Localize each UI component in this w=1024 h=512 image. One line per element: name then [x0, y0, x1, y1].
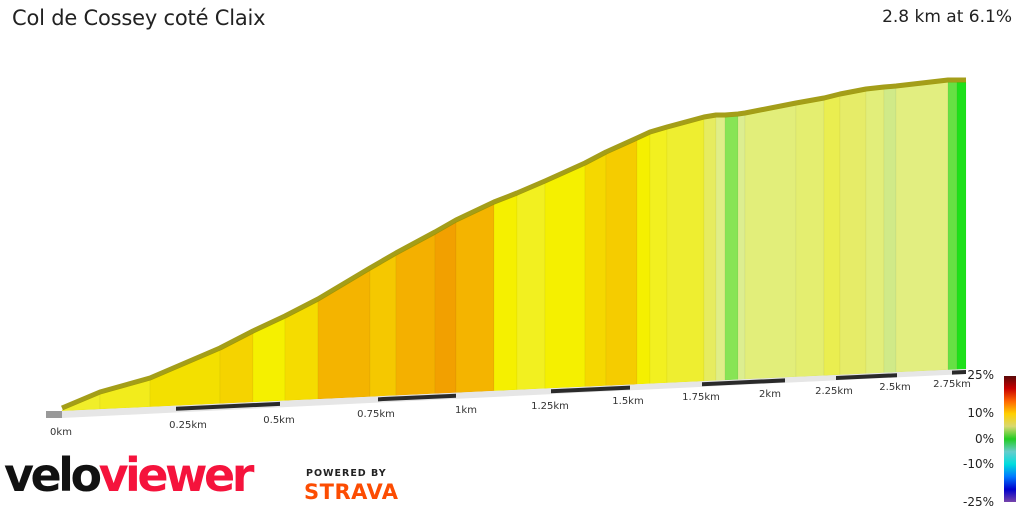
gradient-segment: [666, 118, 705, 384]
gradient-segment: [516, 182, 546, 391]
gradient-segment: [584, 153, 607, 388]
legend-label-10: 10%: [967, 406, 994, 420]
strava-logo[interactable]: STRAVA: [304, 480, 399, 504]
climb-summary: 2.8 km at 6.1%: [882, 7, 1012, 27]
start-cap: [46, 411, 62, 418]
gradient-segment: [605, 139, 638, 387]
gradient-segment: [823, 95, 841, 376]
legend-label-25: 25%: [967, 368, 994, 382]
powered-by-label: POWERED BY: [306, 468, 387, 479]
km-label: 0.25km: [169, 420, 207, 431]
km-label: 2.25km: [815, 386, 853, 397]
gradient-segment: [737, 114, 746, 380]
km-scale-bars: [176, 370, 966, 411]
gradient-segment: [947, 81, 958, 371]
gradient-legend-bar: [1004, 376, 1016, 502]
km-axis-labels: 0km 0.25km 0.5km 0.75km 1km 1.25km 1.5km 1.75km…: [50, 379, 971, 438]
km-label: 2.75km: [933, 379, 971, 390]
gradient-segment: [724, 115, 739, 381]
gradient-segment: [883, 87, 897, 374]
km-label: 2.5km: [879, 382, 910, 393]
profile-ridge-edge: [61, 77, 966, 411]
gradient-segment: [395, 233, 436, 396]
km-label: 1km: [455, 405, 477, 416]
km-label: 1.5km: [612, 396, 643, 407]
logo-viewer: viewer: [98, 448, 255, 502]
gradient-segment: [369, 254, 397, 398]
gradient-segment: [149, 349, 221, 408]
veloviewer-logo[interactable]: veloviewer: [4, 452, 254, 498]
km-label: 1.25km: [531, 401, 569, 412]
km-label: 0.75km: [357, 409, 395, 420]
gradient-segments: [61, 81, 967, 412]
gradient-segment: [317, 269, 371, 400]
gradient-segment: [715, 116, 726, 381]
km-label: 1.75km: [682, 392, 720, 403]
gradient-segment: [544, 164, 586, 389]
legend-label-neg10: -10%: [962, 457, 994, 471]
gradient-segment: [636, 133, 651, 385]
gradient-segment: [744, 104, 797, 380]
km-label: 2km: [759, 389, 781, 400]
gradient-segment: [703, 116, 717, 382]
gradient-segment: [865, 88, 885, 374]
gradient-segment: [434, 221, 457, 394]
gradient-segment: [895, 81, 949, 373]
gradient-segment: [839, 90, 867, 376]
gradient-segment: [455, 203, 495, 394]
gradient-segment: [493, 194, 518, 392]
legend-label-0: 0%: [974, 432, 994, 446]
gradient-segment: [956, 81, 967, 370]
km-label: 0km: [50, 427, 72, 438]
gradient-segment: [649, 128, 668, 384]
logo-velo: velo: [4, 448, 102, 502]
climb-title: Col de Cossey coté Claix: [12, 6, 266, 30]
legend-label-neg25: -25%: [962, 495, 994, 509]
gradient-segment: [795, 99, 825, 378]
km-label: 0.5km: [263, 415, 294, 426]
